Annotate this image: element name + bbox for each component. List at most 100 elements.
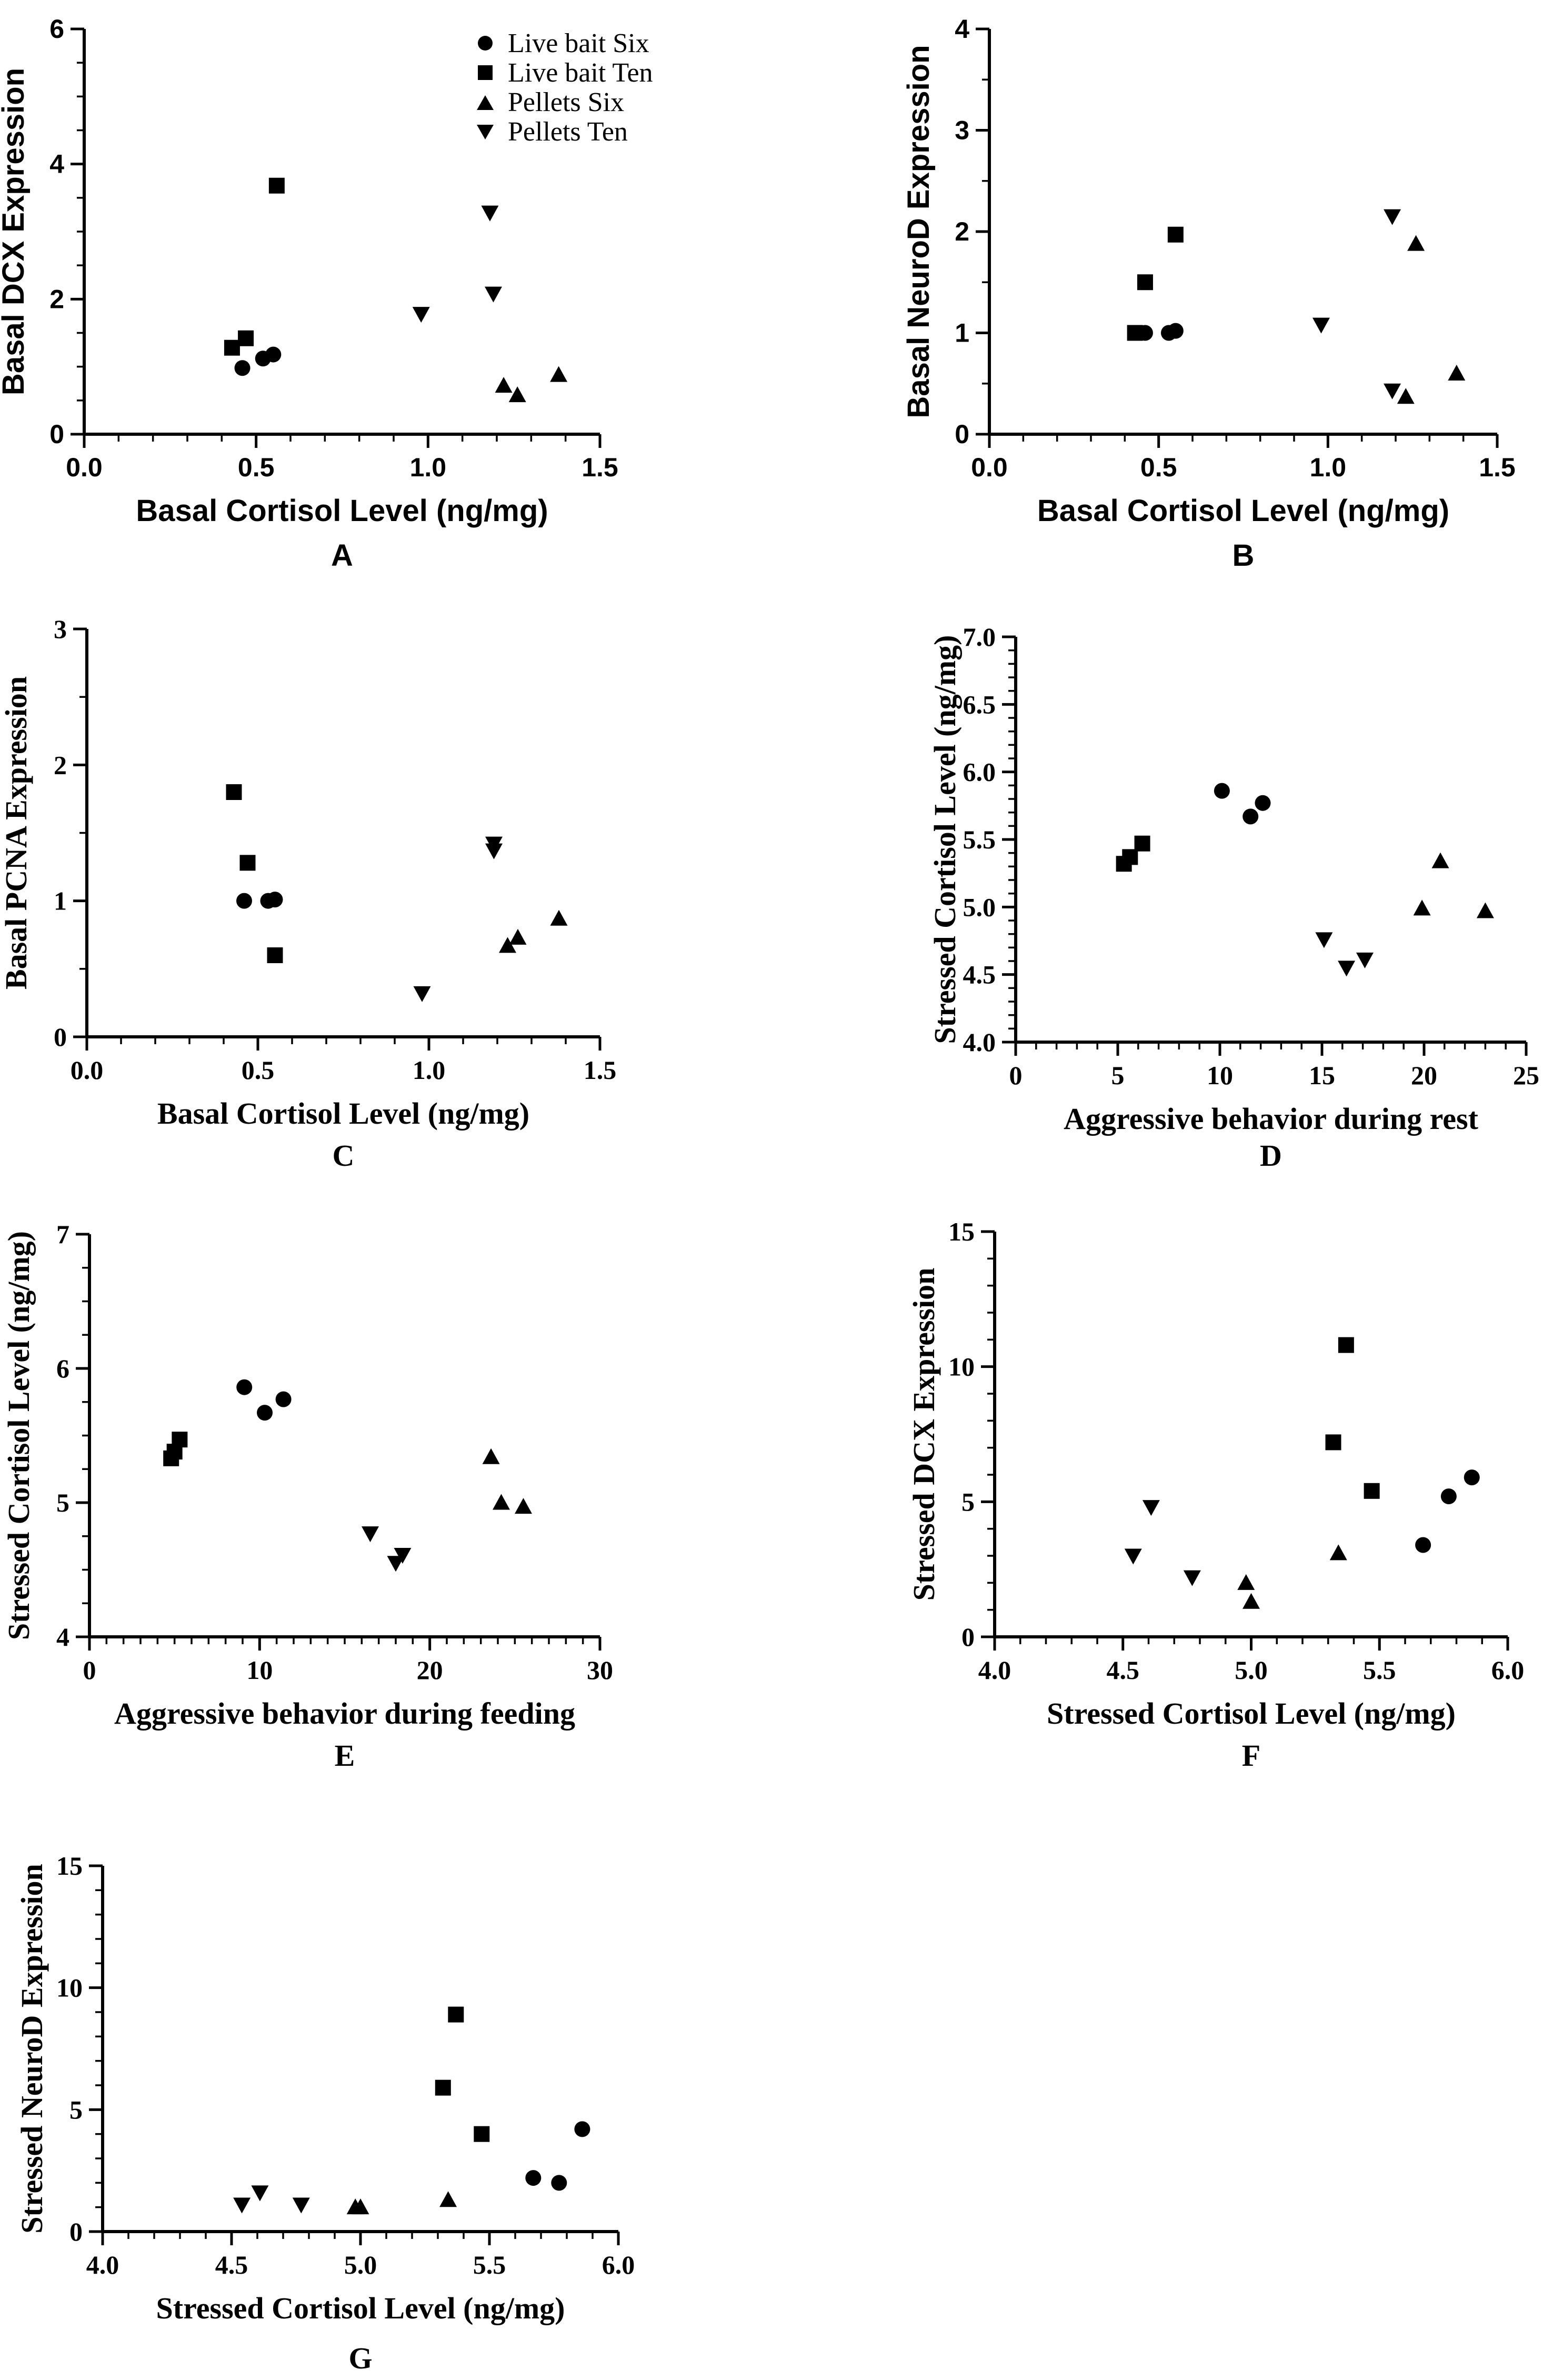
series-pellets-ten [412, 205, 502, 323]
y-axis-title: Basal DCX Expression [0, 68, 31, 395]
series-pellets-six [499, 909, 568, 953]
x-tick-label: 1.0 [413, 1055, 446, 1085]
data-point-triangle-down [251, 2185, 269, 2202]
series-live-bait-six [234, 346, 282, 376]
data-point-circle [267, 892, 283, 908]
y-tick-label: 4 [49, 149, 64, 179]
data-point-square [474, 2126, 490, 2142]
data-point-circle [525, 2170, 542, 2186]
series-pellets-six [1413, 852, 1494, 918]
legend-label: Live bait Ten [508, 58, 653, 88]
y-tick-label: 2 [54, 750, 67, 779]
series-pellets-ten [413, 836, 503, 1002]
data-point-triangle-up [482, 1448, 500, 1464]
data-point-circle [236, 1379, 253, 1395]
data-point-triangle-down [1338, 961, 1356, 977]
data-point-triangle-up [508, 386, 526, 403]
series-live-bait-ten [1116, 835, 1150, 872]
data-point-square [1167, 226, 1184, 243]
x-tick-label: 4.5 [1107, 1655, 1140, 1685]
x-tick-label: 4.5 [215, 2250, 248, 2279]
data-point-triangle-down [362, 1526, 379, 1543]
y-tick-label: 6 [56, 1354, 69, 1383]
data-point-triangle-down [1312, 317, 1330, 334]
chart-panel-f: 4.0 4.5 5.0 5.5 6.0 0 5 10 15 Stressed Cortisol L… [907, 1217, 1524, 1773]
y-tick-label: 6.5 [963, 689, 996, 719]
series-live-bait-six [1137, 323, 1184, 341]
legend-marker-circle [478, 36, 493, 51]
data-point-circle [275, 1391, 292, 1407]
series-pellets-six [495, 366, 568, 403]
data-point-triangle-up [509, 928, 527, 945]
x-tick-label: 10 [246, 1655, 273, 1685]
x-tick-label: 6.0 [602, 2250, 635, 2279]
data-point-triangle-up [1329, 1544, 1347, 1561]
legend-entry-pellets-ten: Pellets Ten [477, 117, 628, 147]
y-tick-label: 15 [948, 1217, 975, 1246]
data-point-triangle-down [1384, 209, 1401, 225]
chart-panel-b: 0.0 0.5 1.0 1.5 0 1 2 3 4 Basal Cortisol Level (n… [901, 14, 1516, 573]
y-tick-label: 3 [955, 116, 969, 145]
data-point-square [1325, 1434, 1341, 1451]
x-tick-label: 0 [83, 1655, 96, 1685]
y-axis-title: Basal PCNA Expression [0, 676, 33, 989]
data-point-triangle-down [1356, 952, 1374, 968]
data-point-triangle-up [1243, 1593, 1260, 1609]
y-tick-label: 1 [54, 886, 67, 916]
series-pellets-six [346, 2191, 457, 2215]
x-tick-label: 0.5 [242, 1055, 275, 1085]
data-point-square [172, 1432, 188, 1448]
data-point-circle [234, 360, 251, 376]
chart-panel-c: 0.0 0.5 1.0 1.5 0 1 2 3 Basal Cortisol Level (ng… [0, 614, 616, 1173]
y-tick-label: 5 [961, 1487, 975, 1516]
x-tick-label: 1.5 [1479, 453, 1516, 482]
data-point-square [226, 784, 242, 800]
y-tick-label: 15 [56, 1851, 83, 1881]
x-tick-label: 5.0 [344, 2250, 377, 2279]
y-tick-label: 6.0 [963, 757, 996, 787]
data-point-triangle-up [495, 377, 513, 393]
data-point-circle [574, 2121, 590, 2137]
data-point-circle [1243, 808, 1259, 825]
x-tick-label: 0.0 [71, 1055, 104, 1085]
series-live-bait-six [525, 2121, 590, 2191]
series-live-bait-ten [1325, 1337, 1380, 1499]
data-point-triangle-down [292, 2197, 310, 2214]
panel-label: E [335, 1738, 355, 1773]
y-tick-label: 0 [49, 419, 64, 449]
y-tick-label: 0 [961, 1622, 975, 1652]
series-live-bait-ten [435, 2006, 490, 2142]
y-tick-label: 5 [69, 2095, 83, 2124]
data-point-triangle-down [484, 286, 502, 303]
series-live-bait-ten [224, 177, 285, 356]
series-live-bait-six [1214, 783, 1271, 825]
x-tick-label: 5.5 [473, 2250, 506, 2279]
y-tick-label: 5.5 [963, 825, 996, 854]
data-point-triangle-down [233, 2197, 251, 2214]
panel-label: B [1233, 538, 1255, 573]
series-pellets-six [1237, 1544, 1347, 1609]
data-point-triangle-up [1407, 235, 1425, 251]
data-point-circle [236, 893, 252, 909]
series-pellets-ten [1312, 209, 1401, 399]
data-point-triangle-up [550, 366, 568, 382]
x-tick-label: 4.0 [86, 2250, 119, 2279]
x-axis-title: Basal Cortisol Level (ng/mg) [1037, 494, 1449, 528]
x-tick-label: 1.5 [582, 453, 618, 482]
x-tick-label: 20 [417, 1655, 443, 1685]
x-tick-label: 10 [1207, 1061, 1233, 1090]
data-point-square [1122, 849, 1138, 865]
legend-marker-triangle-down [477, 125, 494, 139]
x-tick-label: 0 [1009, 1061, 1023, 1090]
y-axis-title: Stressed NeuroD Expression [15, 1864, 49, 2234]
chart-panel-a: 0.0 0.5 1.0 1.5 0 2 4 6 Basal Cortisol Level (ng… [0, 14, 618, 573]
y-axis-title: Basal NeuroD Expression [901, 45, 936, 418]
legend-entry-pellets-six: Pellets Six [477, 87, 624, 117]
series-live-bait-ten [163, 1432, 188, 1466]
data-point-square [1364, 1483, 1380, 1499]
y-axis-title: Stressed DCX Expression [907, 1268, 941, 1601]
x-tick-label: 20 [1411, 1061, 1437, 1090]
x-tick-label: 1.0 [1310, 453, 1347, 482]
data-point-circle [1440, 1488, 1457, 1505]
legend-label: Live bait Six [508, 28, 649, 58]
